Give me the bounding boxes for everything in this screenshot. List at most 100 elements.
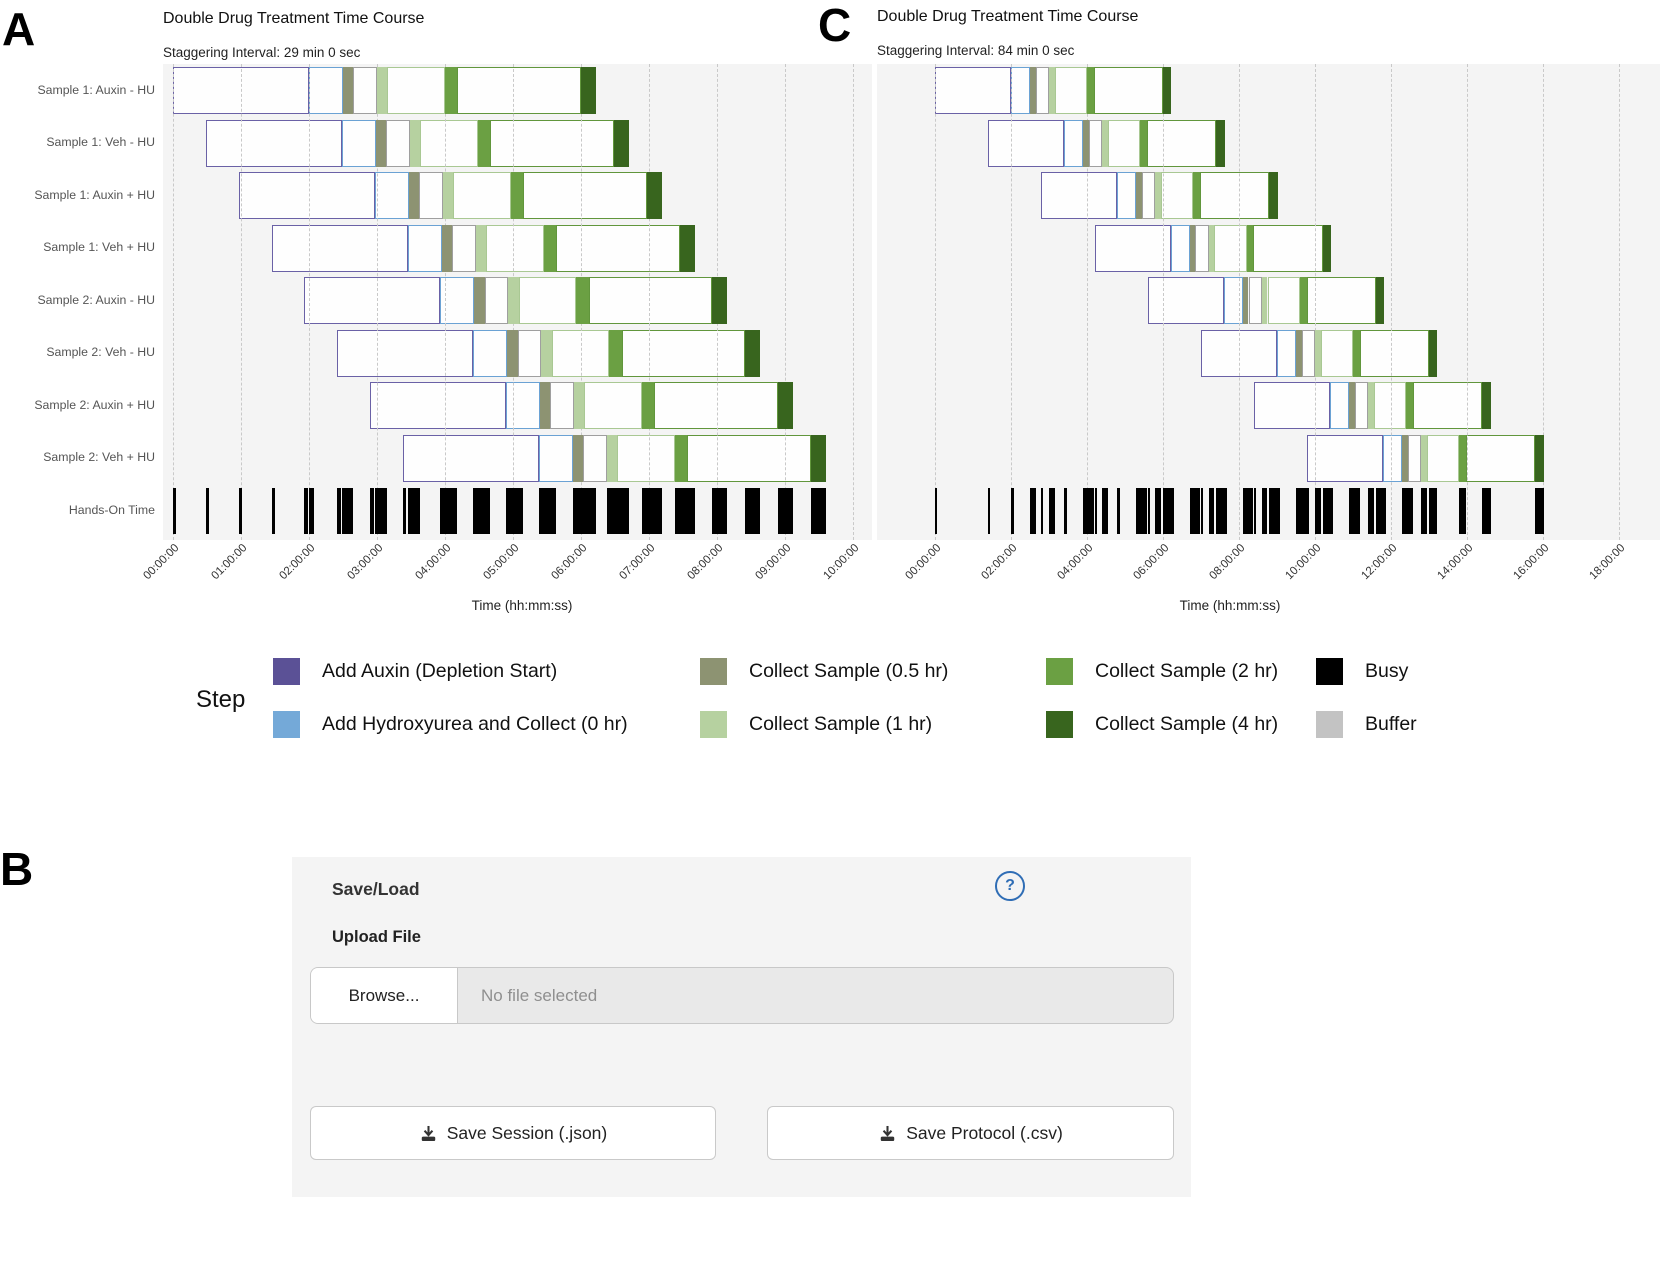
timeline-segment	[452, 172, 511, 219]
busy-bar	[1429, 488, 1438, 534]
row-label: Sample 2: Veh + HU	[43, 450, 155, 464]
busy-bar	[1140, 488, 1148, 534]
timeline-segment	[1402, 434, 1409, 482]
timeline-segment	[576, 277, 589, 324]
busy-bar	[539, 488, 545, 534]
timeline-segment	[584, 382, 643, 429]
timeline-segment	[646, 172, 662, 219]
timeline-segment	[1296, 329, 1302, 377]
timeline-segment	[1301, 329, 1315, 377]
tick-label: 07:00:00	[617, 542, 658, 583]
timeline-segment	[1140, 119, 1148, 167]
gridline	[1011, 64, 1012, 540]
timeline-segment	[1406, 382, 1414, 429]
hands-on-label: Hands-On Time	[68, 503, 155, 517]
timeline-segment	[551, 329, 610, 377]
busy-bar	[370, 488, 374, 534]
timeline-segment	[1170, 224, 1190, 272]
save-session-label: Save Session (.json)	[446, 1122, 608, 1143]
timeline-segment	[1375, 277, 1385, 324]
busy-bar	[304, 488, 308, 534]
busy-bar	[778, 488, 794, 534]
timeline-segment	[1155, 172, 1162, 219]
timeline-segment	[539, 434, 574, 482]
timeline-segment	[1421, 434, 1428, 482]
timeline-segment	[1102, 119, 1108, 167]
timeline-segment	[1049, 67, 1055, 114]
timeline-segment	[490, 119, 614, 167]
busy-bar	[1223, 488, 1227, 534]
busy-bar	[309, 488, 315, 534]
busy-bar	[1375, 488, 1385, 534]
legend-label: Buffer	[1365, 713, 1417, 735]
timeline-segment	[745, 329, 761, 377]
busy-bar	[473, 488, 479, 534]
timeline-segment	[583, 434, 608, 482]
busy-bar	[440, 488, 446, 534]
busy-bar	[1406, 488, 1414, 534]
gridline	[649, 64, 650, 540]
busy-bar	[1147, 488, 1150, 534]
timeline-segment	[1349, 382, 1355, 429]
busy-bar	[1030, 488, 1036, 534]
timeline-segment	[1041, 172, 1118, 219]
timeline-segment	[353, 67, 377, 114]
legend-swatch-darkgreen	[1046, 711, 1073, 738]
legend-label: Collect Sample (4 hr)	[1095, 713, 1279, 735]
timeline-segment	[1466, 434, 1536, 482]
gridline	[241, 64, 242, 540]
legend-swatch-lightgreen	[700, 711, 727, 738]
tick-label: 14:00:00	[1435, 542, 1476, 583]
timeline-segment	[1161, 172, 1194, 219]
timeline-segment	[475, 224, 486, 272]
timeline-segment	[617, 434, 676, 482]
file-upload-input[interactable]: Browse... No file selected	[310, 967, 1174, 1024]
busy-bar	[1261, 488, 1268, 534]
help-icon[interactable]: ?	[995, 871, 1025, 901]
timeline-segment	[238, 172, 375, 219]
tick-label: 12:00:00	[1359, 542, 1400, 583]
download-icon	[878, 1124, 897, 1143]
panel-c-letter: C	[818, 0, 852, 51]
legend-label: Add Auxin (Depletion Start)	[322, 660, 558, 682]
save-protocol-button[interactable]: Save Protocol (.csv)	[767, 1106, 1174, 1160]
save-session-button[interactable]: Save Session (.json)	[310, 1106, 716, 1160]
busy-bar	[173, 488, 177, 534]
row-label: Sample 2: Veh - HU	[46, 345, 155, 359]
gridline	[377, 64, 378, 540]
timeline-segment	[1267, 277, 1300, 324]
timeline-segment	[1307, 434, 1384, 482]
busy-bar	[540, 488, 551, 534]
row-label: Sample 2: Auxin - HU	[37, 292, 155, 307]
timeline-segment	[555, 224, 680, 272]
timeline-segment	[1242, 277, 1249, 324]
timeline-segment	[1142, 172, 1156, 219]
timeline-segment	[1107, 119, 1141, 167]
tick-label: 02:00:00	[277, 542, 318, 583]
timeline-segment	[445, 67, 458, 114]
timeline-segment	[1368, 382, 1374, 429]
busy-bar	[408, 488, 419, 534]
timeline-segment	[1087, 67, 1094, 114]
busy-bar	[238, 488, 243, 534]
chart-subtitle-c: Staggering Interval: 84 min 0 sec	[877, 43, 1075, 58]
timeline-segment	[1353, 329, 1360, 377]
timeline-segment	[642, 382, 655, 429]
busy-bar	[441, 488, 452, 534]
tick-label: 02:00:00	[979, 542, 1020, 583]
row-label: Sample 1: Auxin + HU	[34, 187, 155, 202]
timeline-segment	[1408, 434, 1422, 482]
busy-bar	[1193, 488, 1201, 534]
timeline-segment	[654, 382, 779, 429]
busy-bar	[407, 488, 414, 534]
busy-bar	[1216, 488, 1225, 534]
tick-label: 10:00:00	[821, 542, 862, 583]
timeline-segment	[386, 119, 410, 167]
busy-bar	[745, 488, 761, 534]
browse-button[interactable]: Browse...	[311, 968, 458, 1023]
timeline-segment	[1035, 67, 1049, 114]
busy-bar	[1189, 488, 1196, 534]
timeline-segment	[679, 224, 695, 272]
gridline	[1391, 64, 1392, 540]
legend-swatch-blue	[273, 711, 300, 738]
